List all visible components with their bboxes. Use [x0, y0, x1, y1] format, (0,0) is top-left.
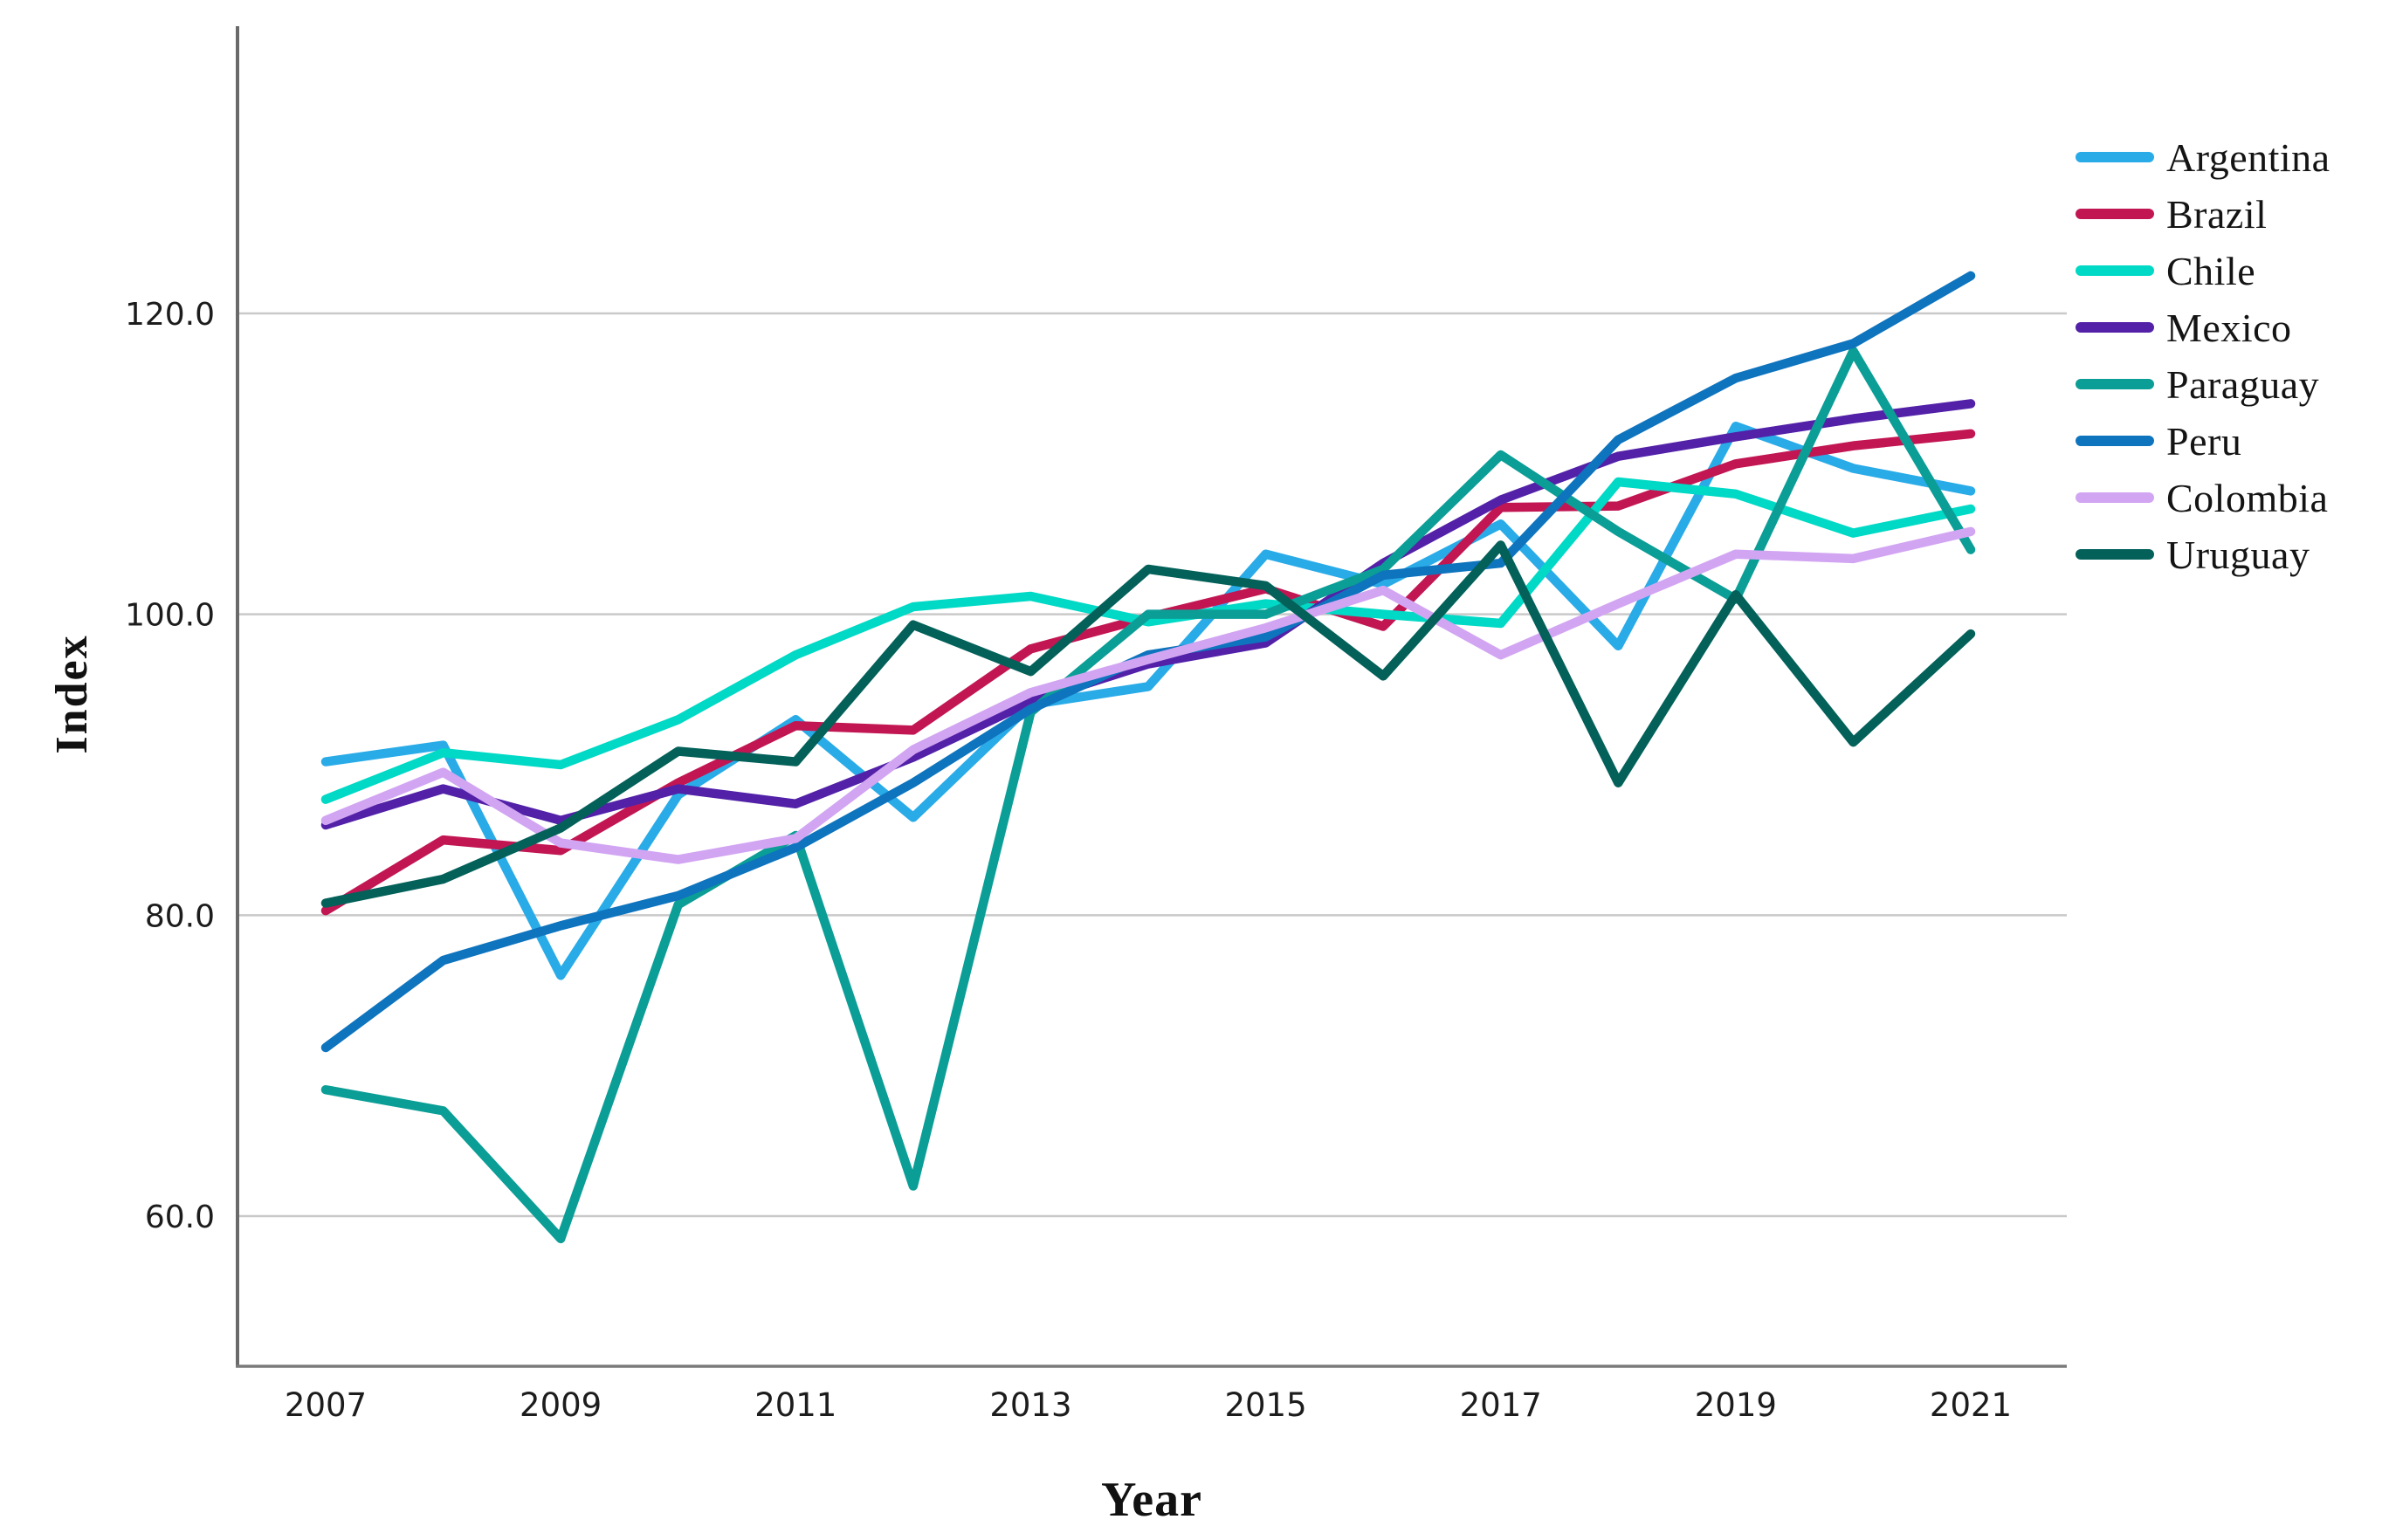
axes: [236, 26, 2067, 1368]
x-tick-label: 2007: [285, 1386, 367, 1424]
series-line-uruguay: [320, 540, 1976, 908]
x-tick-label: 2017: [1460, 1386, 1542, 1424]
legend-swatch-paraguay: [2076, 379, 2154, 389]
series-line-paraguay: [320, 346, 1976, 1244]
x-tick-label: 2009: [520, 1386, 602, 1424]
legend-item-mexico: Mexico: [2061, 303, 2292, 352]
legend-item-argentina: Argentina: [2061, 133, 2330, 182]
x-tick-label: 2019: [1695, 1386, 1777, 1424]
legend: Argentina Brazil Chile Mexico Paraguay Peru Co…: [2061, 0, 2382, 1540]
legend-item-peru: Peru: [2061, 416, 2241, 465]
legend-item-uruguay: Uruguay: [2061, 530, 2310, 579]
legend-item-chile: Chile: [2061, 246, 2255, 295]
legend-item-paraguay: Paraguay: [2061, 360, 2319, 409]
legend-swatch-colombia: [2076, 492, 2154, 503]
legend-swatch-argentina: [2076, 152, 2154, 162]
legend-swatch-chile: [2076, 265, 2154, 276]
legend-swatch-uruguay: [2076, 549, 2154, 560]
legend-swatch-brazil: [2076, 209, 2154, 219]
series-line-argentina: [320, 421, 1976, 980]
legend-item-brazil: Brazil: [2061, 189, 2267, 238]
y-tick-label: 120.0: [125, 297, 215, 333]
legend-label: Argentina: [2166, 134, 2330, 180]
series-lines: [320, 271, 1976, 1244]
legend-label: Chile: [2166, 248, 2256, 293]
tick-labels: 120.0 100.0 80.0 60.0 2007 2009 2011 2013 2015 20…: [125, 297, 2012, 1424]
x-tick-label: 2011: [754, 1386, 836, 1424]
legend-swatch-mexico: [2076, 322, 2154, 333]
x-tick-label: 2013: [989, 1386, 1071, 1424]
legend-label: Mexico: [2166, 305, 2292, 350]
legend-label: Paraguay: [2166, 361, 2320, 407]
x-tick-label: 2021: [1930, 1386, 2012, 1424]
series-line-chile: [320, 477, 1976, 804]
y-axis-title: Index: [47, 634, 98, 754]
legend-label: Colombia: [2166, 475, 2329, 520]
legend-label: Uruguay: [2166, 532, 2310, 577]
series-line-colombia: [320, 526, 1976, 864]
legend-label: Brazil: [2166, 191, 2268, 237]
legend-label: Peru: [2166, 418, 2242, 464]
x-tick-label: 2015: [1224, 1386, 1306, 1424]
y-tick-label: 100.0: [125, 598, 215, 634]
y-tick-label: 80.0: [145, 898, 215, 934]
legend-swatch-peru: [2076, 436, 2154, 446]
legend-item-colombia: Colombia: [2061, 473, 2328, 522]
y-tick-label: 60.0: [145, 1200, 215, 1235]
x-axis-title: Year: [1101, 1473, 1202, 1527]
series-line-brazil: [320, 429, 1976, 916]
